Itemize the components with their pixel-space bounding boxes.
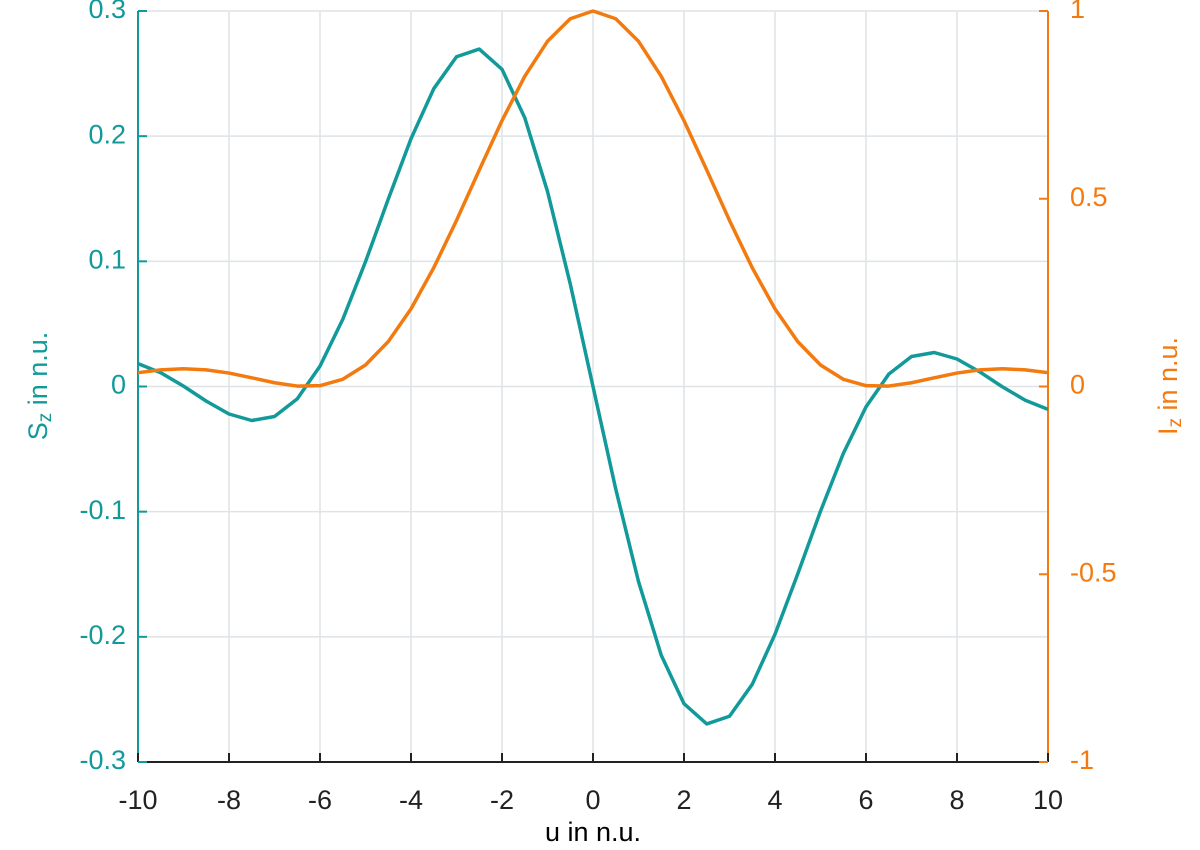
y-tick-label: 0.2 [88, 119, 126, 149]
label-part: in n.u. [23, 332, 53, 413]
x-tick-label: 6 [858, 785, 873, 815]
y-axis-label: Sz in n.u. [23, 332, 56, 441]
y2-tick-label: -1 [1070, 745, 1094, 775]
y2-tick-label: 0 [1070, 370, 1085, 400]
y2-tick-label: -0.5 [1070, 557, 1117, 587]
x-tick-label: 0 [585, 785, 600, 815]
y-tick-label: -0.1 [79, 495, 126, 525]
label-part: S [23, 422, 53, 440]
y-tick-label: -0.2 [79, 620, 126, 650]
x-tick-label: -10 [118, 785, 157, 815]
label-part: z [35, 413, 56, 423]
y2-tick-label: 0.5 [1070, 182, 1108, 212]
y2-axis-label: Iz in n.u. [1153, 337, 1186, 435]
y-tick-label: -0.3 [79, 745, 126, 775]
x-tick-label: -8 [217, 785, 241, 815]
x-tick-label: 2 [676, 785, 691, 815]
y-tick-label: 0.3 [88, 0, 126, 24]
x-tick-label: 4 [767, 785, 782, 815]
x-tick-label: -6 [308, 785, 332, 815]
series-line [137, 47, 1049, 726]
x-tick-label: -4 [399, 785, 423, 815]
series-line [137, 9, 1049, 388]
label-part: in n.u. [1153, 337, 1183, 418]
x-axis-label: u in n.u. [545, 817, 641, 847]
x-tick-label: 10 [1033, 785, 1063, 815]
y-tick-label: 0 [111, 370, 126, 400]
y-tick-label: 0.1 [88, 244, 126, 274]
label-part: I [1153, 428, 1183, 436]
x-tick-label: -2 [490, 785, 514, 815]
y2-tick-label: 1 [1070, 0, 1085, 24]
label-part: z [1165, 418, 1186, 428]
x-tick-label: 8 [949, 785, 964, 815]
